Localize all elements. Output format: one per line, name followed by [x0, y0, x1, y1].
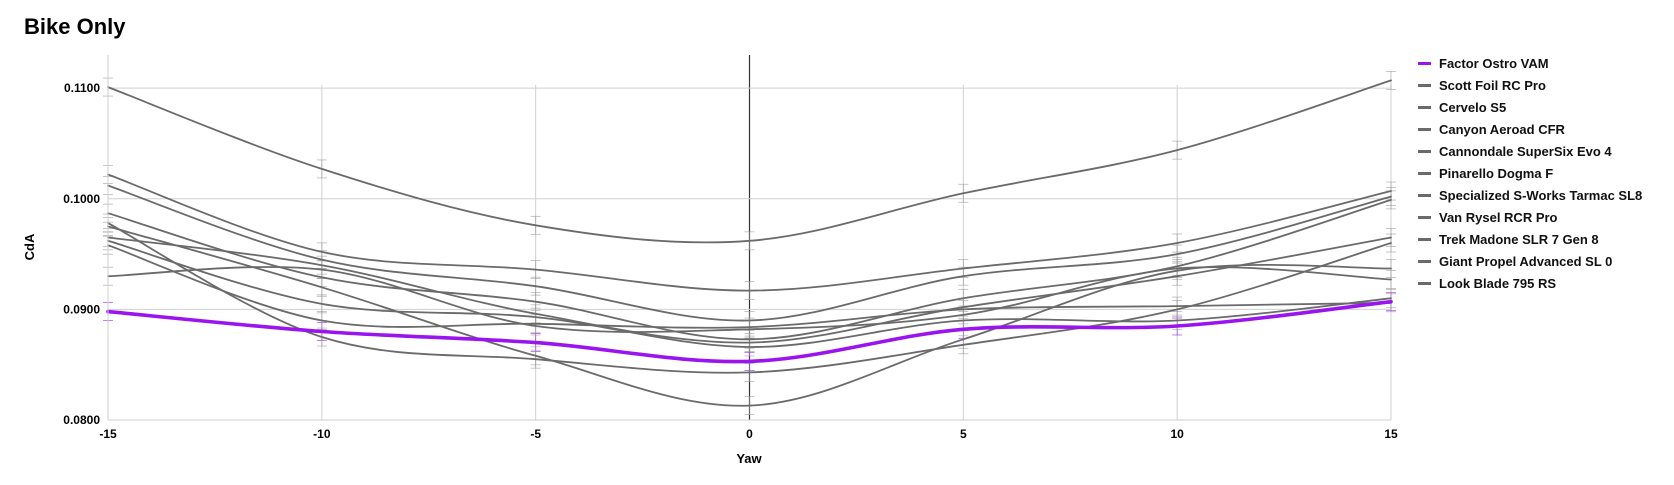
series-line	[107, 225, 1392, 407]
y-axis-title: CdA	[22, 233, 37, 260]
series-line	[106, 299, 1393, 364]
series-line	[107, 173, 1392, 292]
legend-swatch	[1418, 61, 1431, 65]
x-tick-label: 15	[1384, 427, 1398, 441]
series-line	[107, 199, 1392, 341]
y-tick-label: 0.1000	[63, 192, 100, 206]
series-line	[107, 222, 1392, 374]
legend-item[interactable]: Van Rysel RCR Pro	[1418, 206, 1642, 228]
legend-swatch	[1418, 83, 1431, 87]
legend-label: Van Rysel RCR Pro	[1439, 209, 1558, 225]
legend-swatch	[1418, 171, 1431, 175]
legend-item[interactable]: Canyon Aeroad CFR	[1418, 118, 1642, 140]
x-tick-label: 10	[1170, 427, 1184, 441]
y-tick-label: 0.0900	[63, 302, 100, 316]
x-tick-label: -5	[530, 427, 541, 441]
legend-item[interactable]: Look Blade 795 RS	[1418, 272, 1642, 294]
series-line	[107, 236, 1392, 344]
legend-label: Factor Ostro VAM	[1439, 55, 1549, 71]
series-line	[107, 244, 1392, 329]
legend-swatch	[1418, 105, 1431, 109]
legend-label: Specialized S-Works Tarmac SL8	[1439, 187, 1643, 203]
legend-label: Cervelo S5	[1439, 99, 1507, 115]
legend-swatch	[1418, 259, 1431, 263]
series-line	[107, 266, 1392, 333]
legend-item[interactable]: Giant Propel Advanced SL 0	[1418, 250, 1642, 272]
legend-item[interactable]: Specialized S-Works Tarmac SL8	[1418, 184, 1642, 206]
legend-swatch	[1418, 215, 1431, 219]
x-tick-label: 0	[746, 427, 753, 441]
x-tick-label: -15	[99, 427, 117, 441]
legend-swatch	[1418, 149, 1431, 153]
legend-item[interactable]: Cervelo S5	[1418, 96, 1642, 118]
legend-item[interactable]: Cannondale SuperSix Evo 4	[1418, 140, 1642, 162]
axes: -15 -10 -5 0 5 10 15 0.0800 0.0900 0.1000 0.1100	[63, 55, 1398, 441]
chart-title: Bike Only	[24, 14, 126, 39]
legend-swatch	[1418, 127, 1431, 131]
y-tick-label: 0.1100	[64, 81, 100, 95]
series-line	[107, 184, 1392, 322]
legend-label: Canyon Aeroad CFR	[1439, 121, 1565, 137]
legend: Factor Ostro VAM Scott Foil RC Pro Cervelo…	[1418, 52, 1642, 294]
legend-item[interactable]: Trek Madone SLR 7 Gen 8	[1418, 228, 1642, 250]
series-line	[107, 239, 1392, 348]
legend-label: Look Blade 795 RS	[1439, 275, 1557, 291]
legend-label: Cannondale SuperSix Evo 4	[1439, 143, 1612, 159]
legend-label: Giant Propel Advanced SL 0	[1439, 253, 1613, 269]
legend-label: Trek Madone SLR 7 Gen 8	[1439, 231, 1599, 247]
legend-swatch	[1418, 281, 1431, 285]
legend-swatch	[1418, 237, 1431, 241]
y-tick-label: 0.0800	[63, 413, 100, 427]
series-line	[107, 79, 1392, 244]
x-axis-title: Yaw	[736, 451, 762, 466]
legend-item[interactable]: Scott Foil RC Pro	[1418, 74, 1642, 96]
legend-swatch	[1418, 193, 1431, 197]
legend-item[interactable]: Factor Ostro VAM	[1418, 52, 1642, 74]
x-tick-label: 5	[960, 427, 967, 441]
legend-label: Scott Foil RC Pro	[1439, 77, 1546, 93]
x-tick-label: -10	[313, 427, 331, 441]
legend-label: Pinarello Dogma F	[1439, 165, 1554, 181]
legend-item[interactable]: Pinarello Dogma F	[1418, 162, 1642, 184]
series-lines	[106, 79, 1393, 407]
